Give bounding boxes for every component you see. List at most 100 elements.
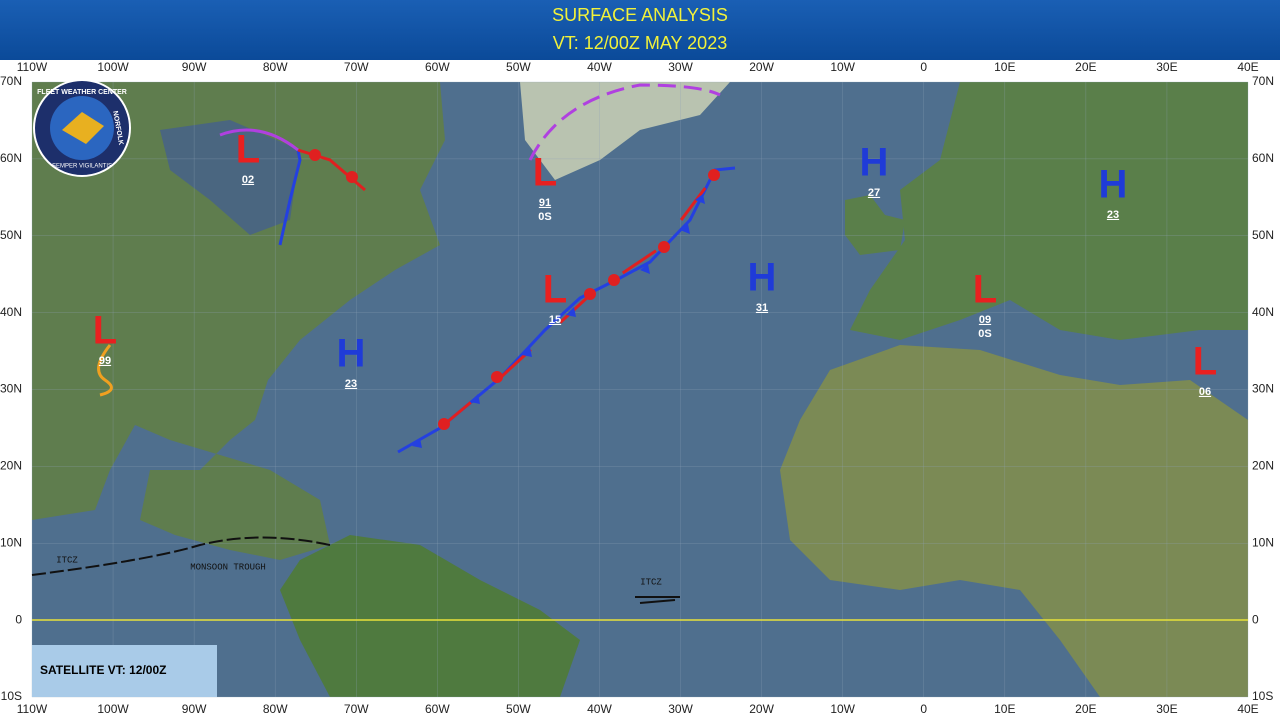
lat-label-right: 70N [1252, 74, 1274, 88]
lat-label-left: 10N [0, 535, 22, 549]
british-isles [845, 195, 905, 255]
pressure-systems: L 02 L 91 0S H 27 H 23 L 15 H 31 L 09 0S H 23 L 99 L 06 [93, 128, 1217, 398]
dry-line [97, 344, 113, 397]
lon-label-bottom: 80W [263, 702, 288, 716]
lon-label-top: 10E [994, 60, 1015, 74]
cold-front-2 [278, 149, 302, 246]
system-pressure: 09 [979, 314, 991, 326]
lon-label-top: 30W [668, 60, 693, 74]
header-bar [0, 0, 1280, 60]
occluded-front-2 [528, 83, 721, 161]
map-area: FLEET WEATHER CENTER NORFOLK SEMPER VIGI… [31, 79, 1249, 698]
lon-label-top: 30E [1156, 60, 1177, 74]
lon-label-bottom: 20W [749, 702, 774, 716]
cold-front-symbols [412, 194, 705, 448]
lat-label-left: 50N [0, 228, 22, 242]
lat-label-right: 50N [1252, 228, 1274, 242]
logo: FLEET WEATHER CENTER NORFOLK SEMPER VIGI… [33, 79, 131, 177]
lon-label-bottom: 0 [920, 702, 927, 716]
lon-label-top: 60W [425, 60, 450, 74]
system-pressure: 23 [345, 378, 357, 390]
axis-labels: 110W 110W 100W 100W 90W 90W 80W 80W 70W 70W 60W 60W… [0, 60, 1274, 716]
system-pressure: 91 [539, 197, 551, 209]
lon-label-bottom: 30W [668, 702, 693, 716]
lon-label-bottom: 30E [1156, 702, 1177, 716]
lon-label-top: 20W [749, 60, 774, 74]
logo-top: FLEET WEATHER CENTER [37, 89, 127, 96]
graticule [31, 81, 1249, 698]
south-america [280, 535, 580, 697]
system-symbol: H [337, 332, 366, 376]
hudson-bay [160, 120, 300, 235]
lat-label-left: 60N [0, 151, 22, 165]
lat-label-right: 10S [1252, 689, 1273, 703]
system-pressure: 27 [868, 187, 880, 199]
title: SURFACE ANALYSIS [552, 5, 728, 25]
itcz-line-2 [635, 596, 680, 604]
lon-label-bottom: 110W [17, 702, 48, 716]
lat-label-right: 0 [1252, 612, 1259, 626]
lon-label-top: 90W [182, 60, 207, 74]
lat-label-right: 60N [1252, 151, 1274, 165]
lon-label-top: 80W [263, 60, 288, 74]
system-symbol: H [860, 141, 889, 185]
annotation: ITCZ [56, 555, 78, 565]
lat-label-left: 30N [0, 382, 22, 396]
lon-label-bottom: 60W [425, 702, 450, 716]
lat-label-right: 40N [1252, 305, 1274, 319]
logo-bottom: SEMPER VIGILANTIS [52, 164, 112, 170]
greenland [520, 82, 730, 180]
system-symbol: L [973, 268, 997, 312]
system-movement: 0S [978, 328, 991, 340]
system-symbol: H [1099, 163, 1128, 207]
occluded-front [219, 128, 299, 152]
lat-label-left: 0 [15, 612, 22, 626]
system-symbol: L [533, 151, 557, 195]
system-pressure: 31 [756, 302, 768, 314]
lon-label-bottom: 10E [994, 702, 1015, 716]
lon-label-top: 40E [1237, 60, 1258, 74]
lon-label-top: 10W [830, 60, 855, 74]
system-pressure: 23 [1107, 209, 1119, 221]
warm-front [439, 166, 736, 430]
lon-label-top: 20E [1075, 60, 1096, 74]
north-america [32, 82, 445, 560]
satellite-box [32, 645, 217, 697]
system-symbol: L [93, 309, 117, 353]
europe [850, 82, 1248, 340]
system-symbol: L [543, 268, 567, 312]
system-pressure: 02 [242, 174, 254, 186]
system-pressure: 15 [549, 314, 561, 326]
annotation: MONSOON TROUGH [190, 562, 266, 572]
lat-label-right: 20N [1252, 459, 1274, 473]
lon-label-top: 40W [587, 60, 612, 74]
annotation: ITCZ [640, 577, 662, 587]
lat-label-left: 70N [0, 74, 22, 88]
system-symbol: L [236, 128, 260, 172]
lon-label-bottom: 10W [830, 702, 855, 716]
subtitle: VT: 12/00Z MAY 2023 [553, 33, 727, 53]
lon-label-top: 110W [17, 60, 48, 74]
satellite-label: SATELLITE VT: 12/00Z [40, 663, 166, 677]
lon-label-bottom: 50W [506, 702, 531, 716]
system-symbol: L [1193, 340, 1217, 384]
system-pressure: 06 [1199, 386, 1211, 398]
lon-label-bottom: 40W [587, 702, 612, 716]
lon-label-bottom: 100W [97, 702, 129, 716]
system-symbol: H [748, 256, 777, 300]
lat-label-left: 10S [1, 689, 22, 703]
warm-front-2 [297, 148, 366, 192]
lon-label-top: 100W [97, 60, 129, 74]
lon-label-bottom: 40E [1237, 702, 1258, 716]
lon-label-bottom: 20E [1075, 702, 1096, 716]
system-movement: 0S [538, 211, 551, 223]
system-pressure: 99 [99, 355, 111, 367]
lon-label-bottom: 70W [344, 702, 369, 716]
lon-label-bottom: 90W [182, 702, 207, 716]
lat-label-left: 20N [0, 459, 22, 473]
lat-label-left: 40N [0, 305, 22, 319]
africa [780, 345, 1248, 697]
lon-label-top: 70W [344, 60, 369, 74]
lon-label-top: 0 [920, 60, 927, 74]
